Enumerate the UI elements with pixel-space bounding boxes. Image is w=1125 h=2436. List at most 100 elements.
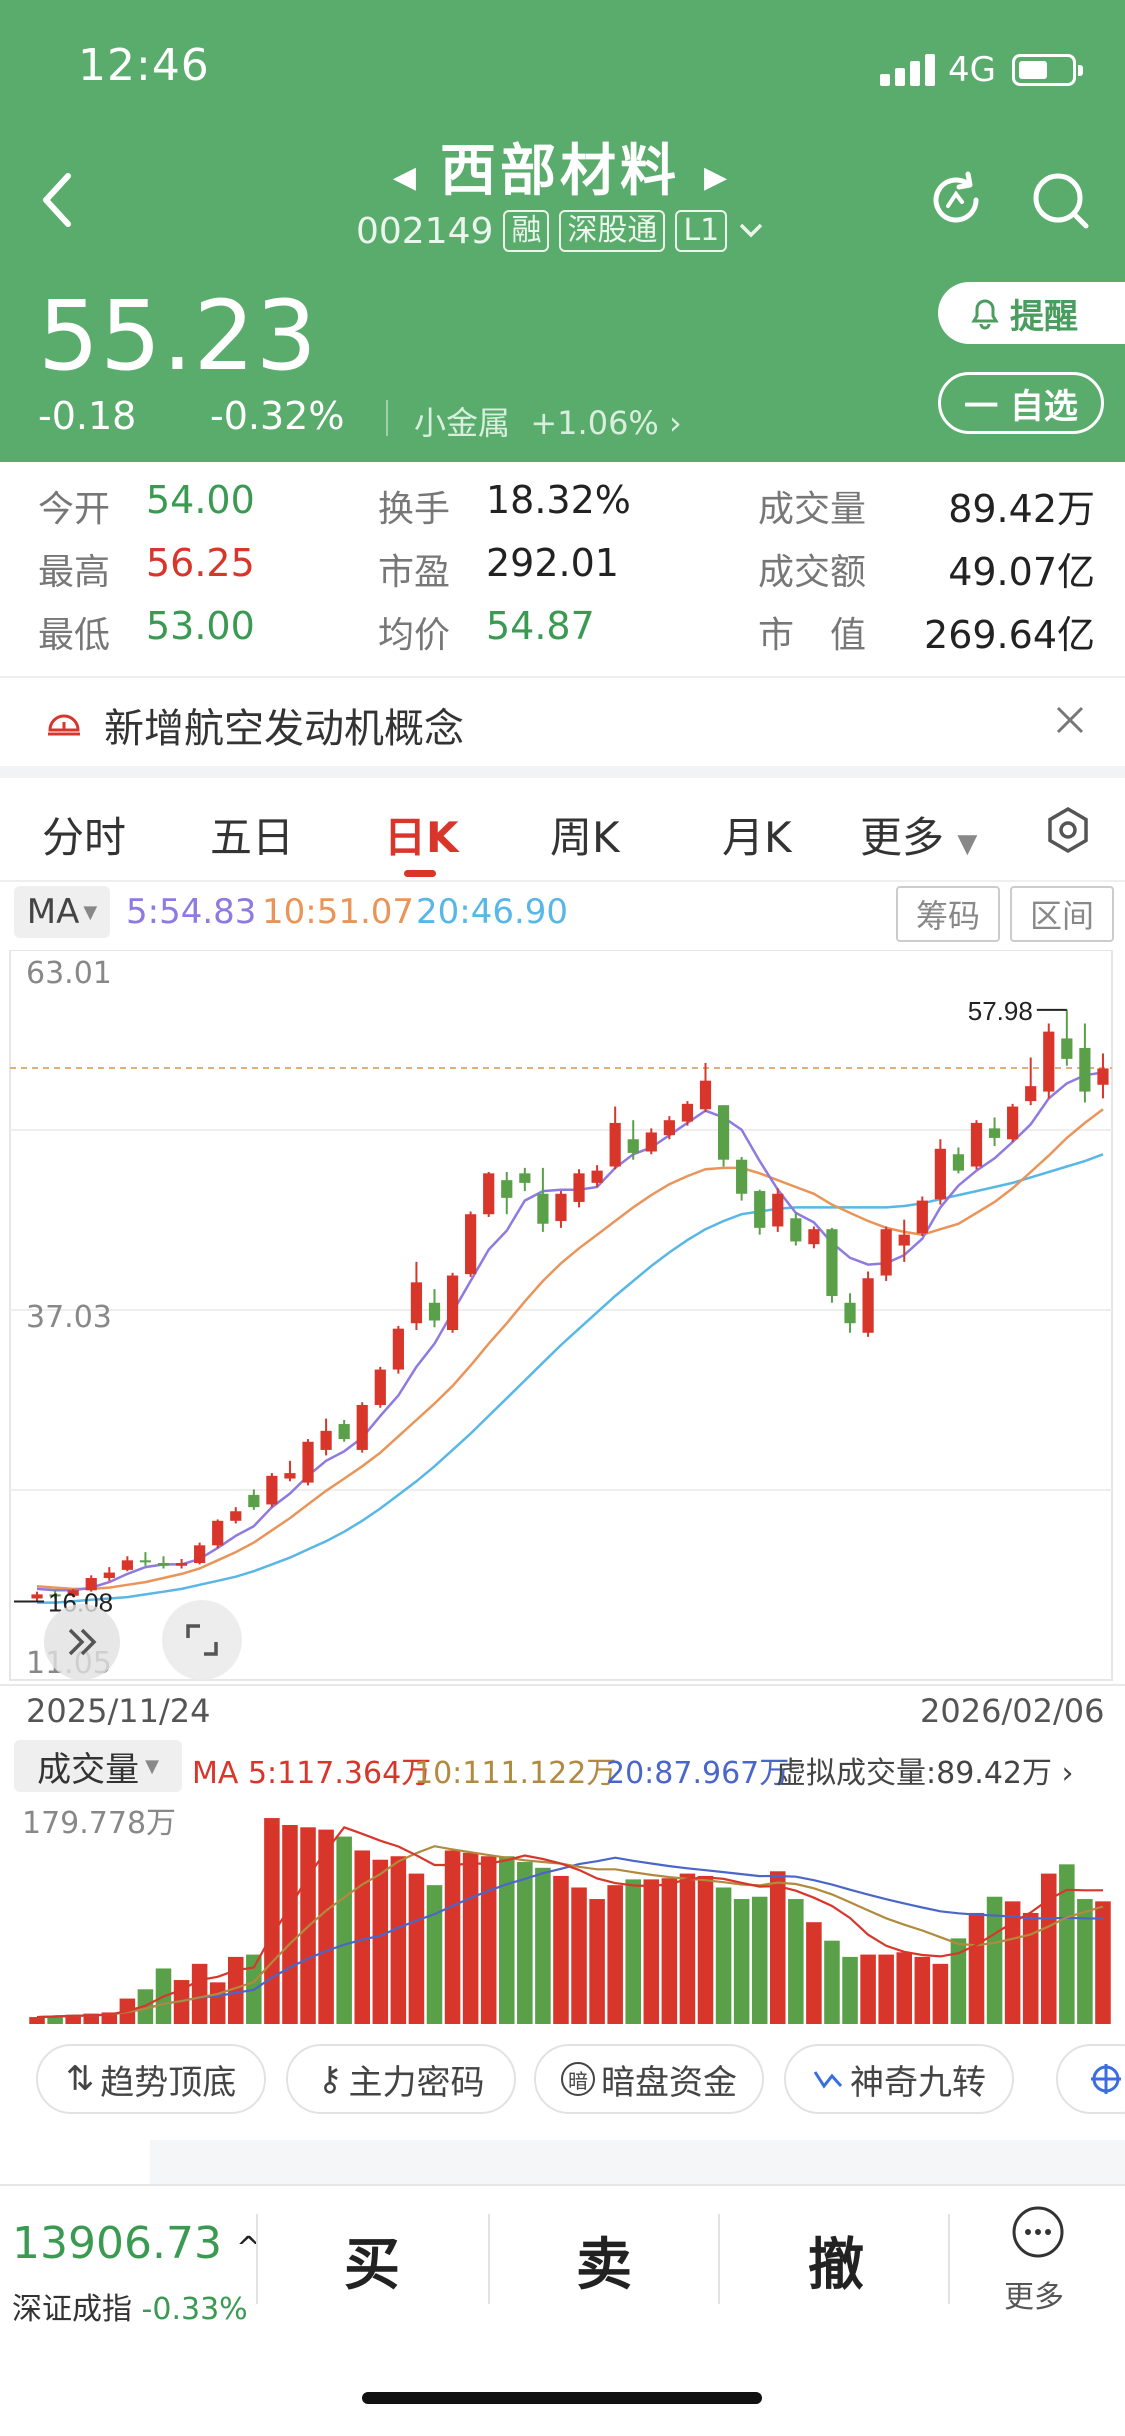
candle-body <box>916 1200 928 1234</box>
volume-selector[interactable]: 成交量 ▼ <box>14 1740 182 1792</box>
dark-icon: 暗 <box>561 2062 595 2096</box>
candle-body <box>699 1080 712 1110</box>
main-force-label: 主力密码 <box>348 2062 485 2103</box>
candle-body <box>67 1590 79 1596</box>
volume-bar <box>535 1867 551 2024</box>
tab-more[interactable]: 更多 ▼ <box>860 804 977 865</box>
more-icon[interactable] <box>1010 2204 1066 2260</box>
volume-bar <box>318 1829 334 2024</box>
bell-icon <box>971 299 999 330</box>
volume-bar <box>878 1954 894 2024</box>
volume-bar <box>1059 1864 1075 2024</box>
buy-button[interactable]: 买 <box>344 2233 400 2298</box>
tab-weekly-k[interactable]: 周K <box>550 813 620 862</box>
sector-link[interactable]: 小金属 +1.06% › <box>414 398 682 444</box>
back-icon[interactable] <box>38 170 78 230</box>
candle-body <box>483 1173 495 1215</box>
volume-bar <box>101 2012 118 2024</box>
ma-selector[interactable]: MA ▼ <box>14 886 110 938</box>
volume-bar <box>1022 1912 1039 2024</box>
candle-body <box>1097 1068 1109 1085</box>
refresh-icon[interactable] <box>924 168 988 232</box>
magic-nine-chip[interactable]: 神奇九转 <box>784 2044 1014 2114</box>
current-price: 55.23 <box>38 280 318 392</box>
vol-ma10-line <box>36 1845 1104 2019</box>
ma-label: MA <box>26 892 80 932</box>
volume-bar <box>679 1873 696 2024</box>
scroll-latest-button[interactable] <box>44 1604 120 1680</box>
volume-bar <box>625 1879 642 2024</box>
candle-body <box>49 1594 61 1597</box>
range-button[interactable]: 区间 <box>1010 886 1114 942</box>
ma20-value: 20:46.90 <box>416 892 569 932</box>
candle-body <box>230 1511 242 1521</box>
tab-monthly-k[interactable]: 月K <box>722 813 792 862</box>
key-icon: ⚷ <box>317 2059 343 2099</box>
candle-body <box>31 1594 43 1599</box>
volume-bar <box>372 1859 389 2024</box>
tab-daily-k[interactable]: 日K <box>384 813 459 862</box>
volume-bar <box>733 1899 750 2024</box>
stat-label: 均价 <box>378 615 451 656</box>
search-icon[interactable] <box>1028 168 1092 232</box>
index-value-text: 13906.73 <box>12 2218 222 2269</box>
candle-body <box>212 1520 224 1546</box>
volume-bar <box>408 1873 425 2024</box>
candle-body <box>681 1103 694 1122</box>
ma5-line <box>36 1071 1104 1592</box>
candle-body <box>663 1120 675 1136</box>
close-icon[interactable] <box>1052 702 1088 738</box>
sector-change: +1.06% › <box>530 404 682 442</box>
add-watchlist-button[interactable]: 一 自选 <box>938 372 1104 434</box>
y-axis-max: 63.01 <box>26 956 112 991</box>
section-gap <box>0 766 1125 778</box>
caret-down-icon: ▼ <box>957 829 978 859</box>
candle-body <box>139 1560 152 1563</box>
volume-bar <box>806 1922 822 2024</box>
chips-button[interactable]: 筹码 <box>896 886 1000 942</box>
volume-bar <box>769 1871 786 2024</box>
volume-bar <box>517 1862 533 2024</box>
volume-chart[interactable] <box>0 1800 1125 2026</box>
title-bar: ◀ 西部材料 ▶ <box>300 126 820 207</box>
remind-button[interactable]: 提醒 <box>938 282 1125 344</box>
tab-intraday[interactable]: 分时 <box>42 813 127 862</box>
fullscreen-button[interactable] <box>162 1600 242 1680</box>
next-stock-icon[interactable]: ▶ <box>704 160 728 195</box>
virtual-volume[interactable]: 虚拟成交量:89.42万 › <box>776 1756 1074 1791</box>
main-force-chip[interactable]: ⚷ 主力密码 <box>286 2044 516 2114</box>
trend-chip[interactable]: ⇅ 趋势顶底 <box>36 2044 266 2114</box>
more-label[interactable]: 更多 <box>1004 2280 1064 2315</box>
candle-body <box>302 1441 314 1483</box>
volume-bar <box>643 1879 660 2024</box>
crosshair-chip[interactable] <box>1056 2044 1125 2114</box>
candle-body <box>609 1122 621 1167</box>
candle-body <box>175 1563 188 1566</box>
volume-bar <box>426 1885 443 2024</box>
y-axis-mid: 37.03 <box>26 1300 112 1335</box>
zigzag-icon <box>813 2071 843 2089</box>
volume-bar <box>47 2015 63 2024</box>
sell-button[interactable]: 卖 <box>576 2233 632 2298</box>
tab-five-day[interactable]: 五日 <box>210 813 295 862</box>
prev-stock-icon[interactable]: ◀ <box>392 160 416 195</box>
vol-ma20: 20:87.967万 <box>606 1756 790 1791</box>
home-indicator <box>362 2392 762 2404</box>
notice-bar[interactable] <box>0 676 1125 766</box>
expand-icon <box>186 1624 218 1656</box>
settings-icon[interactable] <box>1044 806 1092 854</box>
date-start: 2025/11/24 <box>26 1692 211 1730</box>
chevron-down-icon[interactable] <box>737 221 765 241</box>
volume-bar <box>227 1956 244 2024</box>
volume-bar <box>282 1824 298 2024</box>
cancel-order-button[interactable]: 撤 <box>808 2233 864 2298</box>
dark-pool-chip[interactable]: 暗暗盘资金 <box>534 2044 764 2114</box>
stat-label: 换手 <box>378 489 451 530</box>
volume-bar <box>498 1856 515 2024</box>
notice-text: 新增航空发动机概念 <box>104 706 464 752</box>
tab-more-label: 更多 <box>860 813 945 862</box>
index-value[interactable]: 13906.73 ^ <box>12 2218 261 2269</box>
stat-label: 市 值 <box>758 615 867 656</box>
tag-margin: 融 <box>503 210 550 252</box>
